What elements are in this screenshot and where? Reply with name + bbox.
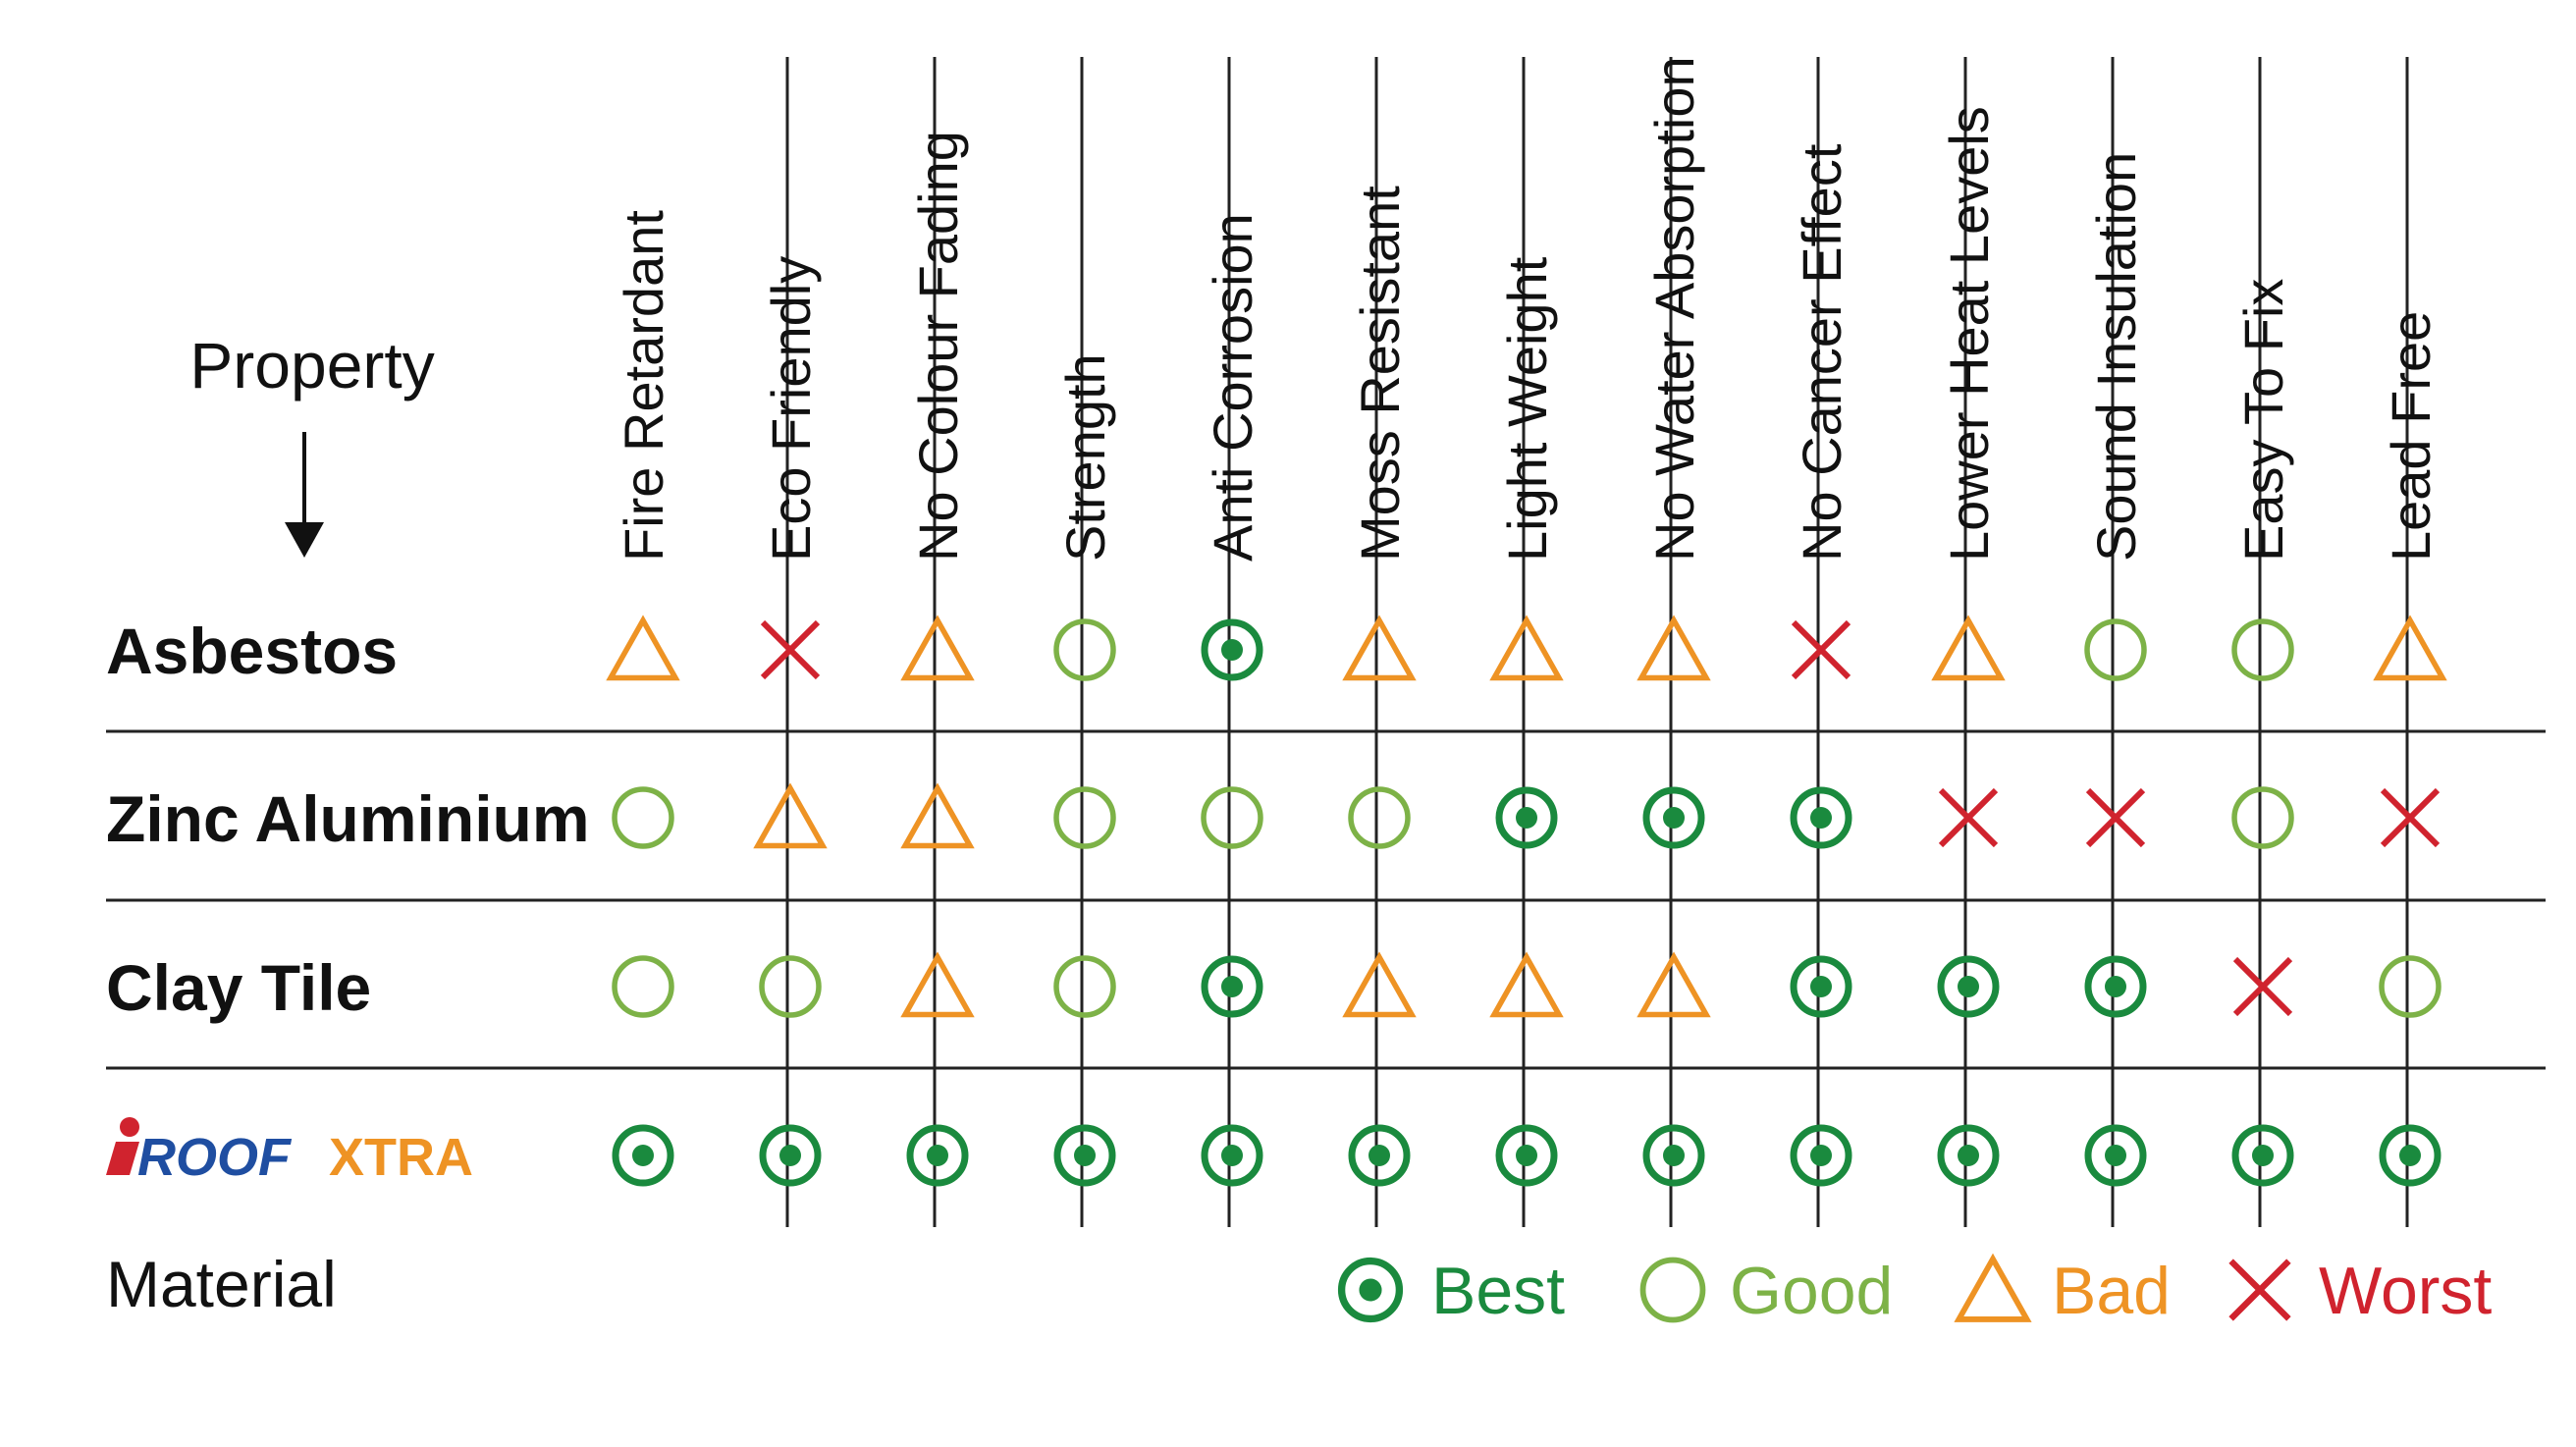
down-arrow-icon — [285, 432, 324, 558]
good-icon — [759, 955, 822, 1018]
good-icon — [2231, 618, 2294, 681]
bad-icon — [900, 951, 975, 1018]
best-icon — [2379, 1124, 2442, 1187]
best-icon — [1642, 1124, 1705, 1187]
best-icon — [759, 1124, 822, 1187]
best-icon — [1937, 955, 2000, 1018]
good-icon — [1201, 786, 1263, 849]
bad-icon — [1342, 615, 1417, 681]
best-icon — [1201, 618, 1263, 681]
column-header: No Water Absorption — [1643, 56, 1705, 562]
good-icon — [1053, 786, 1116, 849]
column-header: Sound Insulation — [2085, 152, 2147, 562]
column-header: Moss Resistant — [1349, 186, 1411, 562]
best-icon — [1642, 786, 1705, 849]
logo-xtra-text: XTRA — [329, 1128, 473, 1187]
best-icon — [1337, 1257, 1404, 1323]
column-header: Lead Free — [2380, 311, 2442, 562]
column-header: Lower Heat Levels — [1938, 106, 2000, 562]
row-label: Asbestos — [106, 615, 398, 687]
bad-icon — [1637, 615, 1711, 681]
worst-icon — [1791, 619, 1852, 680]
best-icon — [1937, 1124, 2000, 1187]
property-label: Property — [189, 329, 434, 402]
iroof-xtra-logo: ROOF XTRA — [106, 1117, 473, 1187]
material-label: Material — [106, 1248, 337, 1320]
worst-icon — [2232, 956, 2293, 1017]
column-header: Strength — [1054, 353, 1116, 562]
good-icon — [1348, 786, 1411, 849]
worst-icon — [760, 619, 821, 680]
worst-icon — [2380, 787, 2441, 848]
best-icon — [1201, 1124, 1263, 1187]
column-header: No Colour Fading — [907, 131, 969, 562]
good-icon — [1053, 955, 1116, 1018]
good-icon — [1053, 618, 1116, 681]
column-header: Fire Retardant — [613, 210, 674, 562]
row-labels: Asbestos Zinc Aluminium Clay Tile ROOF XTRA — [106, 615, 590, 1187]
table-grid — [106, 57, 2546, 1227]
best-icon — [1495, 786, 1558, 849]
best-icon — [1790, 1124, 1852, 1187]
bad-icon — [753, 782, 828, 849]
best-icon — [1053, 1124, 1116, 1187]
good-icon — [612, 786, 674, 849]
row-label: Clay Tile — [106, 951, 371, 1024]
bad-icon — [1489, 951, 1564, 1018]
row-label: Zinc Aluminium — [106, 782, 590, 855]
column-headers: Fire Retardant Eco Friendly No Colour Fadi… — [613, 56, 2442, 562]
worst-icon — [2228, 1259, 2291, 1321]
rating-cells — [606, 615, 2447, 1187]
bad-icon — [2373, 615, 2447, 681]
bad-icon — [1342, 951, 1417, 1018]
legend-item-good: Good — [1639, 1254, 1893, 1328]
legend-item-bad: Bad — [1954, 1253, 2171, 1328]
legend-label: Best — [1431, 1254, 1565, 1328]
bad-icon — [606, 615, 680, 681]
column-header: Eco Friendly — [760, 256, 822, 562]
column-header: Easy To Fix — [2232, 279, 2294, 562]
best-icon — [1495, 1124, 1558, 1187]
logo-iroof-text: ROOF — [137, 1128, 293, 1187]
legend-item-worst: Worst — [2228, 1254, 2492, 1328]
legend: Best Good Bad Worst — [1337, 1253, 2492, 1328]
best-icon — [2084, 1124, 2147, 1187]
logo-mark-dot — [120, 1117, 139, 1137]
best-icon — [1201, 955, 1263, 1018]
best-icon — [2084, 955, 2147, 1018]
bad-icon — [1489, 615, 1564, 681]
column-header: Light Weight — [1496, 256, 1558, 562]
best-icon — [906, 1124, 969, 1187]
legend-item-best: Best — [1337, 1254, 1565, 1328]
best-icon — [2231, 1124, 2294, 1187]
bad-icon — [900, 782, 975, 849]
good-icon — [2084, 618, 2147, 681]
best-icon — [1348, 1124, 1411, 1187]
worst-icon — [1938, 787, 1999, 848]
best-icon — [1790, 786, 1852, 849]
column-header: Anti Corrosion — [1202, 213, 1263, 562]
column-header: No Cancer Effect — [1791, 143, 1852, 562]
worst-icon — [2085, 787, 2146, 848]
legend-label: Worst — [2319, 1254, 2492, 1328]
good-icon — [1639, 1257, 1706, 1323]
best-icon — [1790, 955, 1852, 1018]
good-icon — [612, 955, 674, 1018]
legend-label: Good — [1730, 1254, 1893, 1328]
legend-label: Bad — [2052, 1254, 2171, 1328]
bad-icon — [1954, 1253, 2032, 1322]
logo-mark-stem — [106, 1142, 139, 1175]
bad-icon — [900, 615, 975, 681]
good-icon — [2231, 786, 2294, 849]
bad-icon — [1637, 951, 1711, 1018]
best-icon — [612, 1124, 674, 1187]
good-icon — [2379, 955, 2442, 1018]
bad-icon — [1931, 615, 2006, 681]
